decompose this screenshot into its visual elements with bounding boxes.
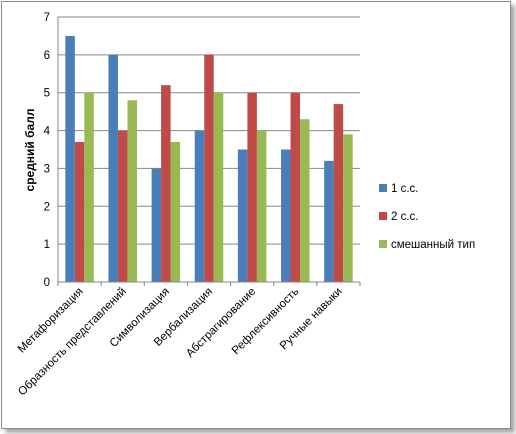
bar (237, 149, 248, 282)
bar (333, 104, 344, 282)
bar (343, 134, 353, 282)
legend-label: 1 с.с. (391, 183, 418, 195)
y-axis-title: средний балл (23, 109, 37, 192)
bar (161, 85, 171, 283)
bar (290, 92, 301, 282)
bar (170, 141, 181, 282)
bar (213, 92, 224, 282)
bar (108, 54, 118, 282)
legend-label: смешанный тип (391, 239, 475, 251)
legend-swatch (379, 184, 387, 192)
y-tick-label: 4 (44, 126, 51, 138)
y-tick-label: 2 (44, 201, 50, 213)
bars (65, 35, 353, 283)
y-tick-label: 0 (44, 277, 50, 289)
bar (204, 54, 214, 282)
bar (247, 92, 257, 282)
y-tick-label: 7 (44, 12, 50, 24)
bar (65, 35, 75, 282)
y-tick-labels: 0 1 2 3 4 5 6 7 (44, 12, 51, 289)
bar (194, 130, 205, 282)
legend: 1 с.с. 2 с.с. смешанный тип (379, 183, 475, 251)
bar (300, 119, 310, 282)
bar (281, 149, 291, 282)
bar (256, 130, 267, 282)
y-tick-label: 5 (44, 88, 50, 100)
bar (84, 92, 94, 282)
y-tick-label: 6 (44, 50, 50, 62)
bar (151, 168, 162, 282)
legend-label: 2 с.с. (391, 211, 418, 223)
bar (117, 130, 128, 282)
legend-swatch (379, 212, 387, 220)
y-tick-label: 1 (44, 239, 50, 251)
bar (324, 160, 334, 282)
y-tick-label: 3 (44, 163, 50, 175)
axes (57, 17, 361, 286)
bar (74, 141, 85, 282)
legend-swatch (379, 240, 387, 248)
bar (127, 100, 137, 283)
